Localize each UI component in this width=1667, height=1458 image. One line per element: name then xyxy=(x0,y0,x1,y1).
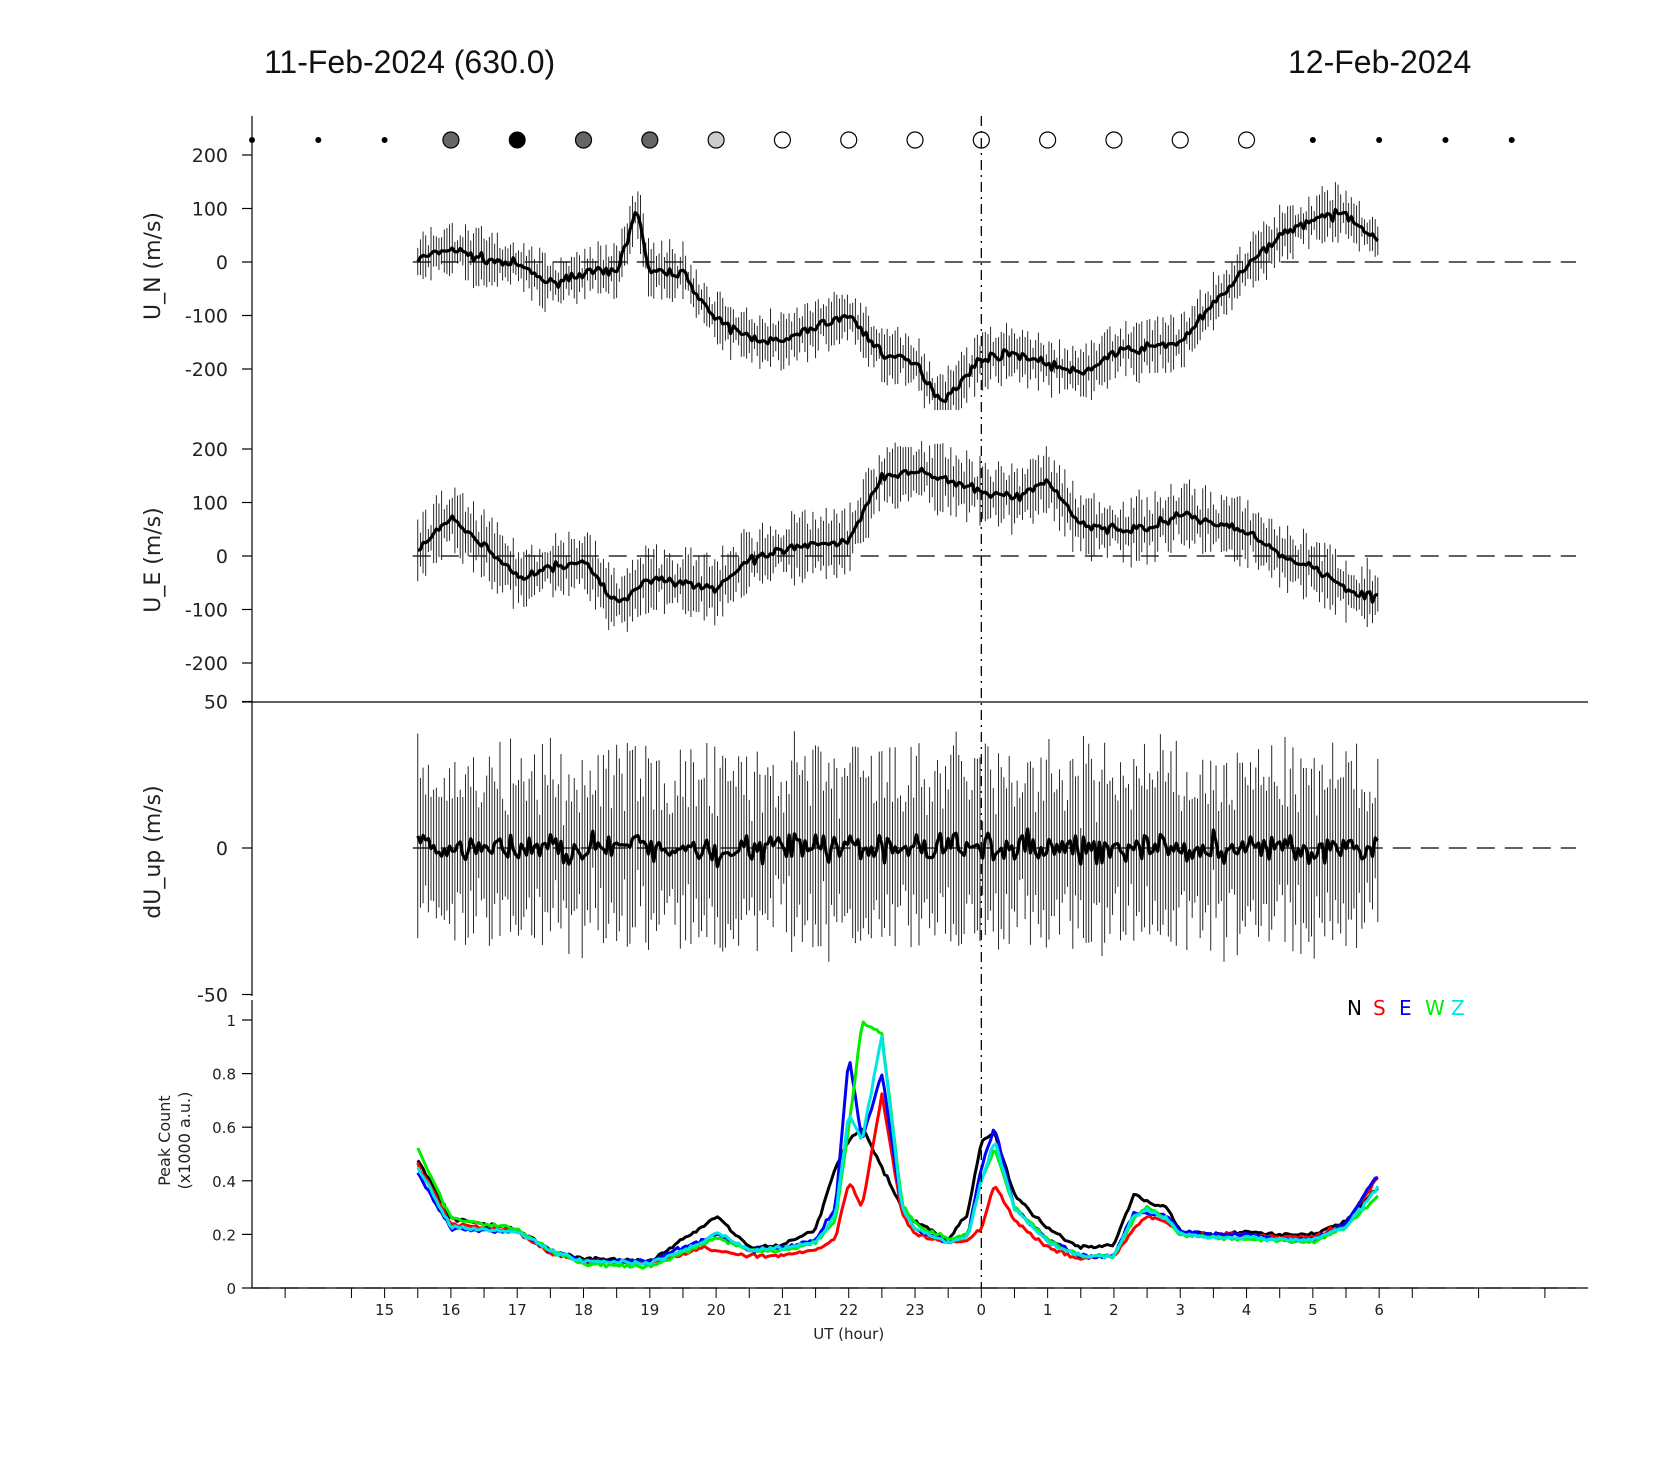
dup-series-line xyxy=(416,827,1379,869)
un-ytick-label: 0 xyxy=(216,252,228,274)
plot-title-right: 12-Feb-2024 xyxy=(1288,44,1472,80)
ue-panel: -200 -100 0 100 200 U_E (m/s) xyxy=(141,410,1576,702)
peak-ytick-label: 0.2 xyxy=(212,1226,236,1244)
dup-ytick-label: 0 xyxy=(216,838,228,860)
x-tick-label: 18 xyxy=(574,1301,593,1319)
dup-ytick-label: 50 xyxy=(204,692,228,714)
sky-marker xyxy=(1442,137,1449,143)
sky-marker xyxy=(1376,137,1383,143)
x-tick-label: 4 xyxy=(1242,1301,1252,1319)
peak-ylabel: Peak Count(x1000 a.u.) xyxy=(155,1092,194,1190)
sky-marker xyxy=(641,131,659,149)
sky-marker xyxy=(1171,131,1189,149)
dup-panel: -50 0 50 dU_up (m/s) xyxy=(141,692,1588,1007)
x-tick-label: 5 xyxy=(1308,1301,1318,1319)
sky-marker xyxy=(508,131,526,149)
un-panel: -200 -100 0 100 200 U_N (m/s) xyxy=(141,116,1576,410)
x-tick-label: 17 xyxy=(508,1301,527,1319)
peakcount-panel: 0 0.2 0.4 0.6 0.8 1 Peak Count(x1000 a.u.) xyxy=(155,1000,1380,1298)
peak-ytick-label: 0 xyxy=(226,1280,236,1298)
x-tick-label: 2 xyxy=(1109,1301,1119,1319)
x-tick-label: 23 xyxy=(905,1301,924,1319)
sky-marker xyxy=(840,131,858,149)
x-tick-label: 1 xyxy=(1043,1301,1053,1319)
legend-entry-S: S xyxy=(1373,996,1386,1020)
sky-marker xyxy=(1237,131,1256,149)
dup-ylabel: dU_up (m/s) xyxy=(141,785,166,918)
ue-ytick-label: 100 xyxy=(192,493,228,515)
sky-marker xyxy=(906,131,924,149)
x-tick-label: 6 xyxy=(1374,1301,1384,1319)
sky-marker xyxy=(574,131,593,149)
x-tick-label: 20 xyxy=(707,1301,726,1319)
sky-marker xyxy=(315,137,322,143)
ue-ytick-label: -200 xyxy=(185,653,228,675)
x-tick-label: 19 xyxy=(640,1301,659,1319)
sky-marker xyxy=(1508,137,1515,143)
sky-marker xyxy=(442,131,460,149)
un-ytick-label: 200 xyxy=(192,145,228,167)
ue-ytick-label: -100 xyxy=(185,600,228,622)
legend-entry-E: E xyxy=(1399,996,1412,1020)
ue-ytick-label: 0 xyxy=(216,546,228,568)
peak-ytick-label: 0.8 xyxy=(212,1066,236,1084)
peak-ytick-label: 0.6 xyxy=(212,1119,236,1137)
ue-ytick-label: 200 xyxy=(192,439,228,461)
sky-marker xyxy=(1309,137,1316,143)
x-tick-label: 3 xyxy=(1175,1301,1185,1319)
ue-ylabel: U_E (m/s) xyxy=(141,507,166,612)
x-tick-label: 21 xyxy=(773,1301,792,1319)
ue-error-bars xyxy=(417,441,1379,632)
ue-series-line xyxy=(417,466,1379,604)
legend-entry-Z: Z xyxy=(1451,996,1465,1020)
sky-marker xyxy=(773,131,792,149)
sky-marker xyxy=(1105,131,1123,149)
peak-series-Z xyxy=(416,1034,1380,1266)
x-axis-label: UT (hour) xyxy=(813,1325,884,1343)
x-tick-label: 16 xyxy=(441,1301,460,1319)
un-series-line xyxy=(416,207,1379,404)
un-ylabel: U_N (m/s) xyxy=(141,212,166,320)
un-ytick-label: -100 xyxy=(185,306,228,328)
dup-ytick-label: -50 xyxy=(197,985,228,1007)
sky-marker xyxy=(381,137,388,143)
legend-entry-N: N xyxy=(1347,996,1362,1020)
legend-entry-W: W xyxy=(1425,996,1445,1020)
x-tick-label: 22 xyxy=(839,1301,858,1319)
peak-ytick-label: 1 xyxy=(226,1012,236,1030)
un-error-bars xyxy=(417,182,1379,410)
un-ytick-label: -200 xyxy=(185,359,228,381)
x-tick-label: 15 xyxy=(375,1301,394,1319)
sky-marker xyxy=(707,131,725,149)
sky-condition-markers xyxy=(249,131,1515,149)
x-axis: 15 16 17 18 19 20 21 22 23 0 1 2 3 4 5 6UT (hour) xyxy=(252,116,1588,1343)
un-ytick-label: 100 xyxy=(192,199,228,221)
sky-marker xyxy=(1039,131,1057,149)
x-tick-label: 0 xyxy=(977,1301,987,1319)
plot-title-left: 11-Feb-2024 (630.0) xyxy=(264,44,556,80)
peak-ytick-label: 0.4 xyxy=(212,1173,236,1191)
